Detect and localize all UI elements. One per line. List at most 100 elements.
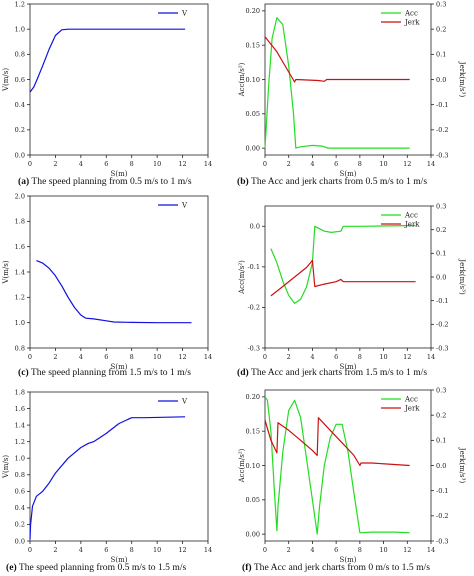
x-axis-label: S(m) xyxy=(111,363,128,371)
legend-label-acc: Acc xyxy=(404,212,418,220)
y-tick-label: 1.2 xyxy=(15,438,25,446)
x-tick-label: 14 xyxy=(427,546,435,554)
caption-c-text: The speed planning from 1.5 m/s to 1 m/s xyxy=(28,367,192,378)
x-tick-label: 2 xyxy=(287,353,291,361)
speed-chart-c: 0 2 4 6 8 10 12 14 S(m) 0.8 1.0 1.2 1.4 1.6 1.8 2.0 V(m/… xyxy=(2,192,212,371)
y-tick-label: 1.8 xyxy=(15,388,25,396)
y-axis-label: V(m/s) xyxy=(2,68,10,92)
y-tick-label: 0.0 xyxy=(15,151,25,159)
caption-e-text: The speed planning from 0.5 m/s to 1.5 m… xyxy=(16,562,187,573)
series-line-acc xyxy=(270,224,416,305)
x-tick-label: 12 xyxy=(403,353,411,361)
series-line-v xyxy=(29,416,186,540)
series-line-jerk xyxy=(264,417,410,467)
x-tick-label: 4 xyxy=(310,353,314,361)
x-tick-label: 0 xyxy=(28,353,32,361)
y-tick-label: 1.2 xyxy=(15,0,25,8)
caption-a: (a) The speed planning from 0.5 m/s to 1… xyxy=(18,176,192,187)
caption-a-text: The speed planning from 0.5 m/s to 1 m/s xyxy=(29,176,192,187)
y2-tick-label: 0.1 xyxy=(436,250,446,258)
y2-tick-label: 0.2 xyxy=(436,411,446,419)
y2-tick-label: 0.1 xyxy=(436,51,446,59)
x-tick-label: 10 xyxy=(153,546,161,554)
y2-tick-label: -0.2 xyxy=(436,126,449,134)
y-tick-label: 1.0 xyxy=(15,25,25,33)
y-tick-label: 1.8 xyxy=(15,218,25,226)
series-line-acc xyxy=(264,17,410,149)
x-tick-label: 0 xyxy=(28,546,32,554)
y2-tick-label: 0.2 xyxy=(436,25,446,33)
acc-jerk-chart-f: 0 2 4 6 8 10 12 14 S(m) 0.00 0.05 0.10 0.15 0.20 Acc(m… xyxy=(238,386,466,564)
legend-label-v: V xyxy=(181,10,188,18)
y-axis-label: V(m/s) xyxy=(2,455,10,479)
x-tick-label: 10 xyxy=(379,546,387,554)
y-tick-label: 1.0 xyxy=(15,455,25,463)
y2-tick-label: -0.3 xyxy=(436,344,449,352)
x-tick-label: 4 xyxy=(79,353,83,361)
y-tick-label: 1.6 xyxy=(15,243,25,251)
x-tick-label: 2 xyxy=(287,160,291,168)
caption-d-tag: (d) xyxy=(237,367,249,378)
legend-label-jerk: Jerk xyxy=(404,19,420,27)
y2-tick-label: 0.0 xyxy=(436,76,446,84)
x-tick-label: 0 xyxy=(28,160,32,168)
x-tick-label: 12 xyxy=(178,353,186,361)
chart-panel-c: 0 2 4 6 8 10 12 14 S(m) 0.8 1.0 1.2 1.4 1.6 1.8 2.0 V(m/… xyxy=(0,192,237,384)
chart-panel-a: 0 2 4 6 8 10 12 14 S(m) 0.0 0.2 0.4 0.6 0.8 1.0 1.2 V(m/… xyxy=(0,0,237,192)
y-tick-label: 0.4 xyxy=(15,504,25,512)
x-tick-label: 12 xyxy=(178,160,186,168)
x-tick-label: 6 xyxy=(104,546,108,554)
y-axis-label: Acc(m/s²) xyxy=(238,62,246,97)
y-tick-label: 0.20 xyxy=(246,7,260,15)
x-tick-label: 8 xyxy=(358,546,362,554)
x-tick-label: 0 xyxy=(263,160,267,168)
series-line-jerk xyxy=(270,259,416,297)
x-tick-label: 12 xyxy=(178,546,186,554)
x-tick-label: 2 xyxy=(287,546,291,554)
y-tick-label: -0.3 xyxy=(247,344,260,352)
x-tick-label: 8 xyxy=(358,353,362,361)
x-axis-label: S(m) xyxy=(340,556,357,564)
y2-tick-label: 0.0 xyxy=(436,462,446,470)
legend-label-v: V xyxy=(181,398,188,406)
plot-frame xyxy=(29,3,209,156)
y2-tick-label: -0.2 xyxy=(436,321,449,329)
y-tick-label: 0.15 xyxy=(246,41,260,49)
x-tick-label: 14 xyxy=(427,353,435,361)
plot-frame xyxy=(29,391,209,542)
y2-tick-label: 0.2 xyxy=(436,226,446,234)
acc-jerk-chart-b: 0 2 4 6 8 10 12 14 S(m) 0.00 0.05 0.10 0.15 0.20 Acc(m… xyxy=(238,0,466,178)
y2-tick-label: -0.3 xyxy=(436,537,449,545)
series-line-acc xyxy=(264,396,410,535)
y-tick-label: 0.2 xyxy=(15,126,25,134)
y-tick-label: 0.2 xyxy=(15,521,25,529)
caption-b-tag: (b) xyxy=(237,176,249,187)
x-tick-label: 12 xyxy=(403,160,411,168)
y-tick-label: 0.20 xyxy=(246,393,260,401)
acc-jerk-chart-d: 0 2 4 6 8 10 12 14S(m)-0.3-0.2-0.10.0Acc(m/s²)-… xyxy=(238,202,466,371)
y2-tick-label: 0.3 xyxy=(436,386,446,394)
y-tick-label: 0.00 xyxy=(246,530,260,538)
x-tick-label: 10 xyxy=(153,160,161,168)
x-tick-label: 0 xyxy=(263,546,267,554)
y-tick-label: 0.10 xyxy=(246,76,260,84)
legend-label-jerk: Jerk xyxy=(404,221,420,229)
caption-b-text: The Acc and jerk charts from 0.5 m/s to … xyxy=(248,176,428,187)
x-tick-label: 10 xyxy=(153,353,161,361)
y-tick-label: 0.8 xyxy=(15,471,25,479)
y-tick-label: 1.6 xyxy=(15,405,25,413)
y-tick-label: 1.4 xyxy=(15,268,25,276)
chart-panel-e: 0 2 4 6 8 10 12 14 S(m) 0.0 0.2 0.4 0.6 0.8 1.0 1.2 1.4 1… xyxy=(0,384,237,576)
caption-c: (c) The speed planning from 1.5 m/s to 1… xyxy=(18,367,191,378)
x-tick-label: 8 xyxy=(130,353,134,361)
x-tick-label: 4 xyxy=(79,546,83,554)
y-axis-label: Acc(m/s²) xyxy=(238,260,246,295)
x-tick-label: 4 xyxy=(310,160,314,168)
y-tick-label: 1.0 xyxy=(15,319,25,327)
y-tick-label: 0.0 xyxy=(250,223,260,231)
chart-panel-f: 0 2 4 6 8 10 12 14 S(m) 0.00 0.05 0.10 0.15 0.20 Acc(m… xyxy=(237,384,474,576)
speed-chart-e: 0 2 4 6 8 10 12 14 S(m) 0.0 0.2 0.4 0.6 0.8 1.0 1.2 1.4 1… xyxy=(2,388,212,564)
x-axis-label: S(m) xyxy=(111,170,128,178)
y2-tick-label: -0.1 xyxy=(436,297,449,305)
chart-panel-b: 0 2 4 6 8 10 12 14 S(m) 0.00 0.05 0.10 0.15 0.20 Acc(m… xyxy=(237,0,474,192)
